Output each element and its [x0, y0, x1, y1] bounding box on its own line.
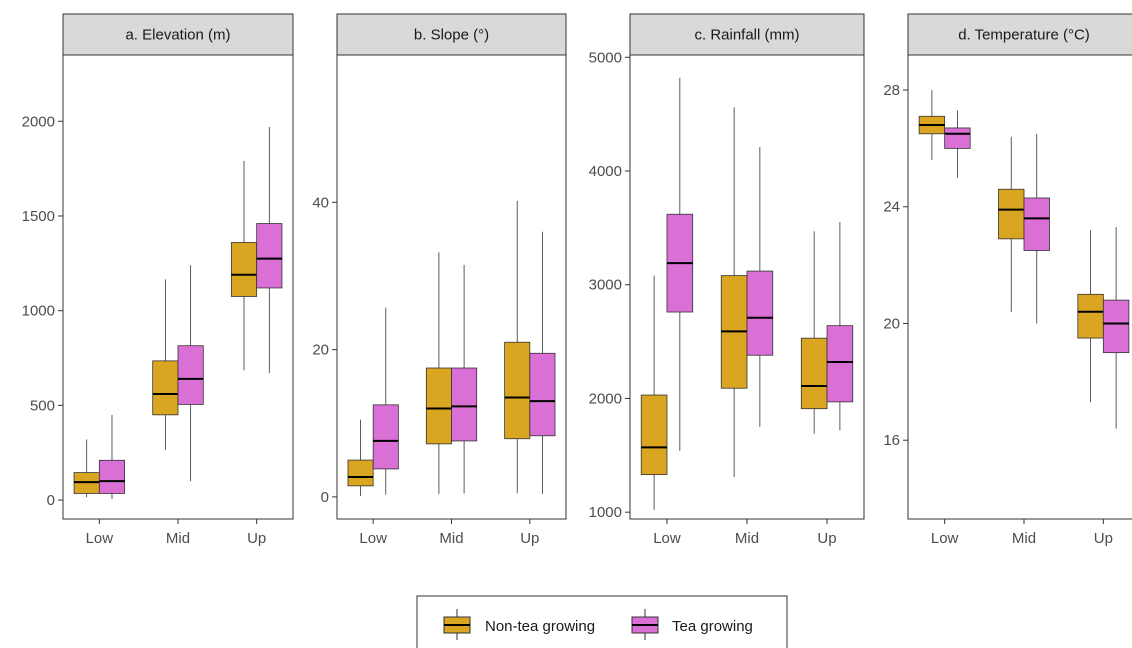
box-tea-up: [256, 126, 283, 374]
facet-strip: [629, 13, 865, 56]
x-tick-label: Mid: [166, 530, 190, 547]
legend-label-tea: Tea growing: [672, 618, 753, 635]
x-tick-label: Mid: [439, 530, 463, 547]
x-tick-label: Low: [931, 530, 959, 547]
box-non-tea-low: [640, 275, 668, 510]
y-tick-label: 40: [312, 194, 329, 211]
facet-strip: [907, 13, 1132, 56]
y-tick-label: 20: [883, 315, 900, 332]
x-tick-label: Low: [359, 530, 387, 547]
x-tick-label: Mid: [1012, 530, 1036, 547]
legend-label-non-tea: Non-tea growing: [485, 618, 595, 635]
box-non-tea-low: [73, 439, 100, 498]
facet-panel-4: d. Temperature (°C) 16 20 24 28 Low Mid Up: [883, 13, 1132, 547]
y-tick-label: 5000: [589, 49, 622, 66]
box-tea-mid: [746, 147, 774, 427]
legend-key-non-tea: [443, 609, 471, 640]
x-tick-label: Up: [247, 530, 266, 547]
x-tick-label: Low: [86, 530, 114, 547]
legend-key-tea: [631, 609, 659, 640]
box-tea-mid: [451, 264, 478, 494]
y-tick-label: 28: [883, 82, 900, 99]
box-tea-up: [529, 231, 556, 494]
box-non-tea-mid: [720, 107, 748, 477]
box-non-tea-mid: [152, 279, 179, 450]
box-non-tea-up: [230, 161, 258, 371]
y-tick-label: 0: [321, 489, 329, 506]
y-tick-label: 4000: [589, 163, 622, 180]
panel-border: [629, 54, 865, 520]
box-non-tea-low: [347, 419, 374, 497]
panel-border: [336, 54, 567, 520]
legend-frame: [416, 595, 788, 648]
box-tea-up: [826, 222, 854, 431]
x-tick-label: Up: [520, 530, 539, 547]
y-tick-label: 20: [312, 342, 329, 359]
facet-panel-3: c. Rainfall (mm) 1000 2000 3000 4000 5000 Low M…: [589, 13, 865, 547]
facet-title: d. Temperature (°C): [958, 27, 1090, 44]
box-tea-up: [1102, 227, 1130, 429]
box-tea-mid: [177, 265, 204, 482]
y-tick-label: 2000: [22, 113, 55, 130]
y-tick-label: 24: [883, 199, 900, 216]
box-non-tea-up: [1077, 230, 1104, 403]
legend: Non-tea growing Tea growing: [416, 595, 788, 648]
y-tick-label: 2000: [589, 390, 622, 407]
y-tick-label: 1500: [22, 208, 55, 225]
panel-border: [62, 54, 294, 520]
y-tick-label: 1000: [22, 303, 55, 320]
box-non-tea-mid: [425, 252, 452, 494]
box-non-tea-up: [800, 231, 828, 434]
y-tick-label: 0: [47, 492, 55, 509]
x-tick-label: Mid: [735, 530, 759, 547]
panel-border: [907, 54, 1132, 520]
y-tick-label: 1000: [589, 504, 622, 521]
y-tick-label: 16: [883, 432, 900, 449]
box-non-tea-up: [504, 200, 531, 494]
y-tick-label: 3000: [589, 277, 622, 294]
box-tea-low: [98, 414, 126, 500]
facet-title: c. Rainfall (mm): [694, 27, 799, 44]
x-tick-label: Low: [653, 530, 681, 547]
facet-panel-2: b. Slope (°) 0 20 40 Low Mid Up: [312, 13, 567, 547]
box-tea-mid: [1023, 133, 1050, 324]
box-non-tea-low: [918, 90, 946, 161]
box-tea-low: [666, 77, 694, 451]
x-tick-label: Up: [817, 530, 836, 547]
facet-title: b. Slope (°): [414, 27, 489, 44]
facet-title: a. Elevation (m): [125, 27, 230, 44]
box-tea-low: [372, 307, 399, 495]
facet-strip: [62, 13, 294, 56]
box-tea-low: [944, 110, 971, 178]
y-tick-label: 500: [30, 397, 55, 414]
facet-panel-1: a. Elevation (m) 0 500 1000 1500 2000 Low Mid Up: [22, 13, 294, 547]
box-non-tea-mid: [998, 136, 1025, 312]
x-tick-label: Up: [1094, 530, 1113, 547]
